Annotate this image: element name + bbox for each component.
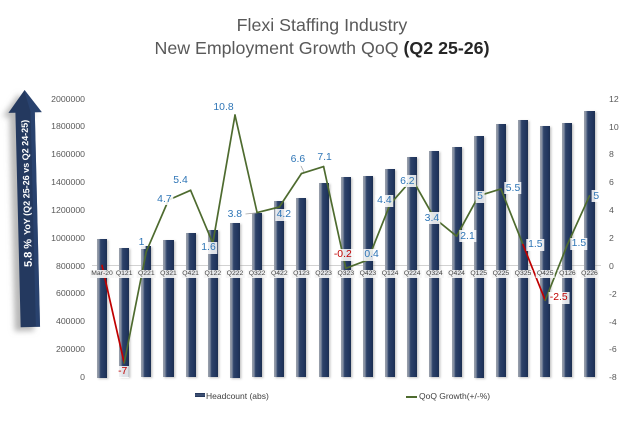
svg-text:YoY (Q2 25-26 vs Q2 24-25): YoY (Q2 25-26 vs Q2 24-25)	[20, 120, 33, 235]
svg-text:5.8 %: 5.8 %	[22, 238, 35, 267]
